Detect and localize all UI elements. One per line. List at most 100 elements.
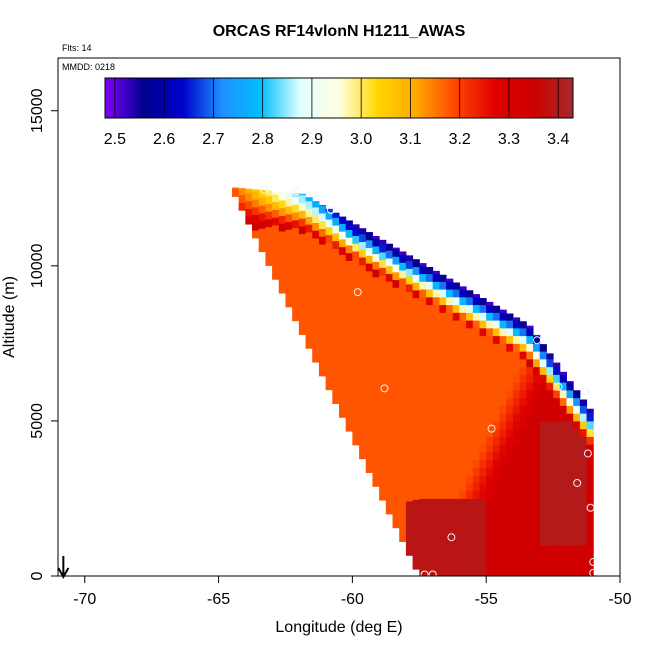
heatmap-cell	[512, 436, 521, 445]
heatmap-cell	[272, 248, 280, 257]
heatmap-cell	[345, 361, 353, 370]
heatmap-cell	[439, 451, 447, 461]
heatmap-cell	[352, 398, 360, 407]
heatmap-cell	[379, 414, 387, 424]
heatmap-cell	[446, 467, 454, 476]
heatmap-cell	[345, 415, 353, 424]
heatmap-cell	[472, 358, 480, 368]
heatmap-cell	[439, 374, 447, 383]
sample-point	[554, 382, 563, 391]
heatmap-cell	[425, 428, 434, 437]
heatmap-cell	[479, 343, 487, 352]
heatmap-cell	[385, 343, 394, 352]
heatmap-cell	[446, 304, 454, 313]
heatmap-cell	[392, 519, 400, 529]
colorbar-tick-label: 2.9	[301, 131, 323, 148]
heatmap-cell	[318, 251, 327, 261]
heatmap-cell	[452, 320, 460, 329]
heatmap-cell	[345, 400, 353, 409]
heatmap-cell	[459, 482, 467, 492]
heatmap-cell	[419, 513, 427, 523]
heatmap-cell	[579, 544, 588, 554]
heatmap-cell	[533, 366, 541, 375]
heatmap-cell	[399, 463, 407, 473]
heatmap-cell	[385, 397, 394, 406]
sample-points	[260, 185, 598, 579]
heatmap-cell	[312, 338, 320, 348]
heatmap-cell	[559, 374, 567, 383]
heatmap-cell	[533, 513, 541, 523]
heatmap-cell	[579, 568, 588, 577]
sample-point	[420, 570, 429, 579]
heatmap-cell	[318, 228, 327, 237]
heatmap-cell	[506, 436, 514, 445]
heatmap-cell	[539, 428, 547, 437]
heatmap-cell	[553, 374, 561, 383]
heatmap-cell	[385, 366, 394, 375]
heatmap-cell	[405, 454, 414, 463]
heatmap-cell	[579, 513, 588, 523]
heatmap-cell	[472, 428, 480, 437]
heatmap-cell	[506, 544, 514, 554]
heatmap-cell	[238, 194, 246, 203]
heatmap-cell	[405, 361, 414, 370]
heatmap-cell	[412, 452, 420, 462]
heatmap-cell	[499, 366, 507, 375]
heatmap-cell	[392, 426, 400, 436]
heatmap-cell	[365, 232, 373, 233]
heatmap-cell	[392, 488, 400, 498]
heatmap-cell	[392, 403, 400, 412]
heatmap-cell	[318, 337, 327, 346]
heatmap-cell	[339, 316, 347, 325]
heatmap-cell	[506, 467, 514, 476]
heatmap-cell	[533, 436, 541, 445]
heatmap-cell	[526, 374, 534, 383]
heatmap-cell	[466, 560, 474, 569]
heatmap-cell	[452, 358, 460, 368]
heatmap-cell	[359, 249, 367, 258]
heatmap-cell	[339, 378, 347, 387]
heatmap-cell	[392, 248, 400, 257]
heatmap-cell	[405, 438, 414, 448]
heatmap-cell	[419, 552, 427, 561]
heatmap-cell	[446, 351, 454, 360]
heatmap-cell	[459, 405, 467, 414]
heatmap-cell	[312, 331, 320, 340]
heatmap-cell	[512, 320, 521, 329]
heatmap-cell	[519, 389, 527, 399]
heatmap-cell	[265, 203, 273, 212]
heatmap-cell	[506, 537, 514, 546]
heatmap-cell	[519, 335, 527, 344]
heatmap-cell	[539, 506, 547, 515]
sample-point	[533, 336, 542, 345]
heatmap-cell	[305, 197, 313, 202]
heatmap-cell	[486, 513, 494, 523]
heatmap-cell	[352, 227, 360, 236]
heatmap-cell	[318, 204, 327, 206]
heatmap-cell	[486, 343, 494, 352]
heatmap-cell	[345, 384, 353, 393]
heatmap-cell	[566, 436, 574, 445]
heatmap-cell	[479, 320, 487, 329]
heatmap-cell	[385, 273, 394, 282]
heatmap-cell	[573, 397, 581, 406]
heatmap-cell	[425, 405, 434, 414]
heatmap-cell	[272, 224, 280, 234]
y-tick-label: 5000	[29, 403, 46, 439]
heatmap-cell	[312, 245, 320, 254]
heatmap-cell	[312, 315, 320, 324]
heatmap-cell	[359, 264, 367, 274]
heatmap-cell	[372, 416, 380, 425]
heatmap-cell	[312, 300, 320, 309]
heatmap-cell	[526, 358, 534, 368]
heatmap-cell	[533, 475, 541, 484]
heatmap-cell	[405, 338, 414, 347]
heatmap-cell	[385, 444, 394, 453]
heatmap-cell	[553, 529, 561, 538]
heatmap-cell	[312, 354, 320, 363]
heatmap-cell	[526, 513, 534, 523]
heatmap-cell	[573, 506, 581, 515]
heatmap-cell	[573, 537, 581, 546]
heatmap-cell	[425, 289, 434, 298]
heatmap-cell	[385, 327, 394, 337]
